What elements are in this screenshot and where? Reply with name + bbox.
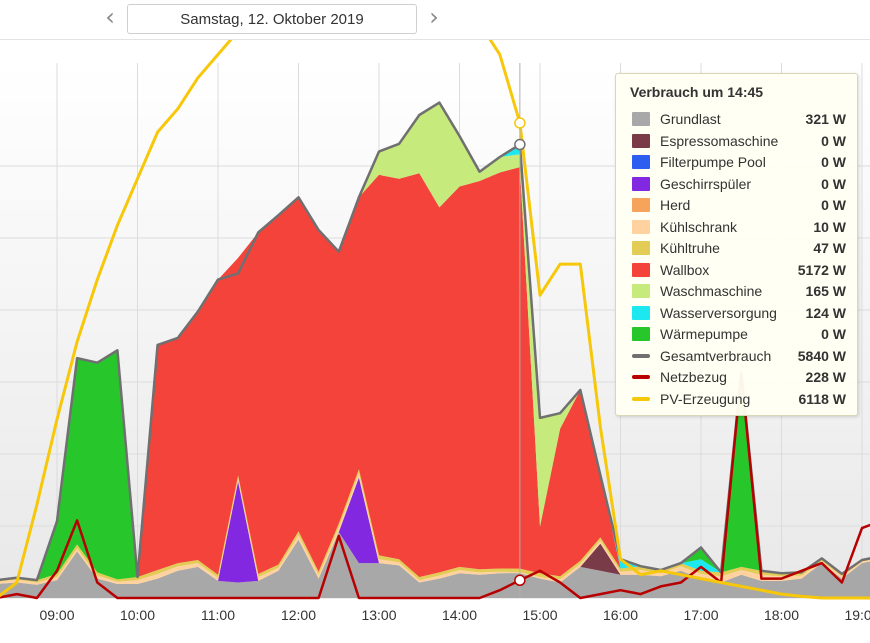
tooltip-row: Espressomaschine 0 W <box>630 131 846 151</box>
tooltip-series-value: 0 W <box>821 197 846 213</box>
tooltip-row: Grundlast 321 W <box>630 109 846 129</box>
tooltip-series-name: Geschirrspüler <box>660 175 752 192</box>
tooltip-series-name: Wallbox <box>660 261 710 278</box>
tooltip-row: Gesamtverbrauch 5840 W <box>630 346 846 366</box>
tooltip-row: Filterpumpe Pool 0 W <box>630 152 846 172</box>
tooltip-series-name: Kühlschrank <box>660 218 738 235</box>
tooltip-series-name: Wasserversorgung <box>660 304 777 321</box>
x-tick-label: 17:00 <box>683 607 718 623</box>
legend-swatch <box>632 353 650 358</box>
tooltip-series-value: 165 W <box>805 283 846 299</box>
legend-swatch <box>632 375 650 379</box>
date-picker[interactable]: Samstag, 12. Oktober 2019 <box>127 4 417 34</box>
area-wallbox <box>0 167 870 581</box>
tooltip-row: Wärmepumpe 0 W <box>630 324 846 344</box>
tooltip-series-value: 0 W <box>821 175 846 192</box>
tooltip-row: PV-Erzeugung 6118 W <box>630 389 846 409</box>
tooltip-series-value: 47 W <box>813 240 846 256</box>
x-tick-label: 11:00 <box>201 607 235 623</box>
tooltip-row: Wasserversorgung 124 W <box>630 303 846 323</box>
legend-swatch <box>632 327 650 341</box>
tooltip-series-value: 5840 W <box>797 347 846 364</box>
legend-swatch <box>632 112 650 126</box>
tooltip-row: Waschmaschine 165 W <box>630 281 846 301</box>
area-grundlast <box>0 532 870 598</box>
tooltip-row: Kühlschrank 10 W <box>630 217 846 237</box>
area-w-rmepumpe <box>0 102 870 581</box>
tooltip-series-value: 10 W <box>813 218 846 235</box>
tooltip: Verbrauch um 14:45 Grundlast 321 W Espress… <box>615 73 858 416</box>
header-divider <box>0 39 870 40</box>
chevron-right-icon[interactable]: › <box>429 3 439 31</box>
line-pv-erzeugung <box>0 40 870 600</box>
hover-marker <box>514 574 526 587</box>
stacked-areas <box>0 102 870 598</box>
tooltip-series-value: 6118 W <box>798 390 846 407</box>
legend-swatch <box>632 219 650 234</box>
x-tick-label: 09:00 <box>39 607 74 623</box>
tooltip-series-name: Gesamtverbrauch <box>660 347 772 364</box>
x-tick-label: 16:00 <box>603 607 638 623</box>
legend-swatch <box>632 155 650 169</box>
tooltip-series-name: Espressomaschine <box>660 132 779 149</box>
hover-marker <box>514 138 526 151</box>
legend-swatch <box>632 176 650 191</box>
legend-swatch <box>632 133 650 148</box>
legend-swatch <box>632 198 650 212</box>
x-tick-label: 10:00 <box>120 607 155 623</box>
tooltip-series-value: 228 W <box>805 369 846 385</box>
tooltip-series-name: Netzbezug <box>660 369 727 385</box>
tooltip-series-name: Herd <box>660 197 691 213</box>
tooltip-series-name: PV-Erzeugung <box>660 390 751 407</box>
tooltip-series-name: Waschmaschine <box>660 283 763 299</box>
legend-swatch <box>632 241 650 255</box>
tooltip-title: Verbrauch um 14:45 <box>630 84 764 100</box>
tooltip-series-value: 5172 W <box>797 261 846 278</box>
legend-swatch <box>632 284 650 298</box>
tooltip-series-name: Grundlast <box>660 111 721 127</box>
x-tick-label: 14:00 <box>442 607 477 623</box>
series-lines <box>0 40 870 600</box>
tooltip-series-name: Kühltruhe <box>660 240 720 256</box>
legend-swatch <box>632 396 650 401</box>
tooltip-series-value: 0 W <box>821 326 846 342</box>
x-axis-ticks: 09:00 10:00 11:00 12:00 13:00 14:00 15:00 16:00… <box>39 607 870 623</box>
tooltip-series-value: 0 W <box>821 132 846 149</box>
x-tick-label: 18:00 <box>764 607 799 623</box>
area-waschmaschine <box>0 102 870 581</box>
tooltip-series-name: Filterpumpe Pool <box>660 154 766 170</box>
x-tick-label: 15:00 <box>522 607 557 623</box>
date-navigation: ‹ Samstag, 12. Oktober 2019 › <box>0 0 870 40</box>
x-tick-label: 13:00 <box>361 607 396 623</box>
hover-marker <box>514 117 526 129</box>
legend-swatch <box>632 262 650 277</box>
crosshair <box>514 63 526 598</box>
tooltip-row: Kühltruhe 47 W <box>630 238 846 258</box>
legend-swatch <box>632 305 650 320</box>
tooltip-row: Geschirrspüler 0 W <box>630 174 846 194</box>
line-netzbezug <box>0 371 870 600</box>
tooltip-row: Netzbezug 228 W <box>630 367 846 387</box>
tooltip-series-name: Wärmepumpe <box>660 326 748 342</box>
tooltip-row: Wallbox 5172 W <box>630 260 846 280</box>
tooltip-series-value: 124 W <box>805 304 846 321</box>
tooltip-row: Herd 0 W <box>630 195 846 215</box>
tooltip-series-value: 0 W <box>821 154 846 170</box>
tooltip-series-value: 321 W <box>805 111 846 127</box>
chevron-left-icon[interactable]: ‹ <box>105 3 115 31</box>
x-tick-label: 19:00 <box>844 607 870 623</box>
x-tick-label: 12:00 <box>281 607 316 623</box>
